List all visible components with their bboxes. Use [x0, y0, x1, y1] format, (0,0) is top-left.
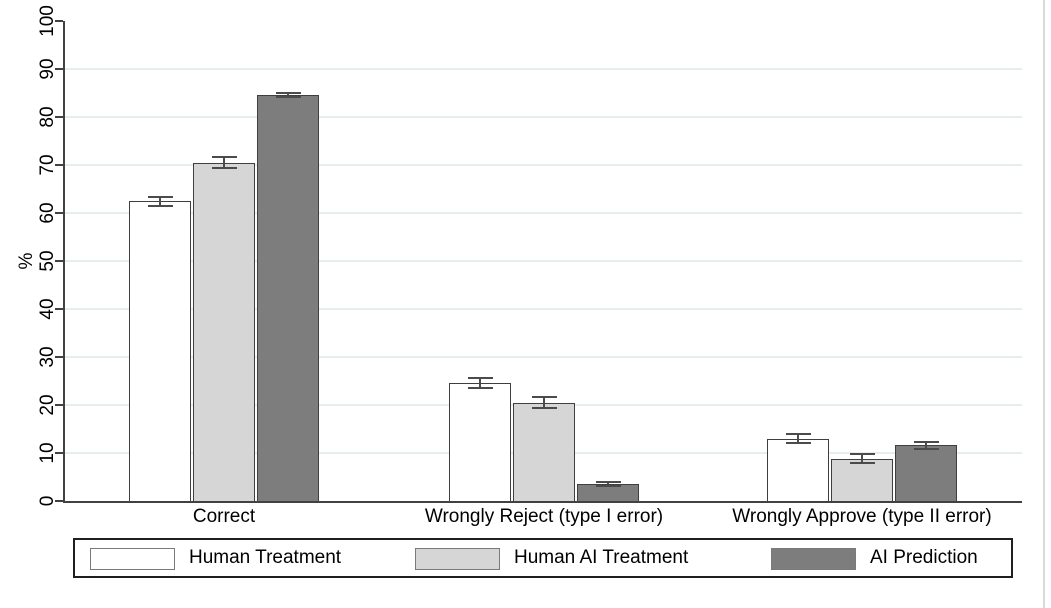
y-tick-label-20: 20	[37, 394, 58, 416]
error-bar-cap-top	[211, 155, 237, 158]
error-bar-cap-bottom	[913, 447, 939, 450]
y-tick-0	[55, 500, 63, 502]
y-tick-label-90: 90	[37, 58, 58, 80]
x-category-label-2: Wrongly Approve (type II error)	[732, 506, 992, 527]
bar-ai-prediction-0	[257, 94, 319, 502]
legend-swatch-human-ai-treatment	[415, 548, 500, 570]
bar-human-ai-treatment-1	[513, 402, 575, 502]
legend-swatch-human-treatment	[90, 548, 175, 570]
error-bar-stem	[159, 196, 161, 207]
error-bar-cap-top	[275, 91, 301, 94]
error-bar-stem	[543, 396, 545, 409]
error-bar-cap-bottom	[467, 386, 493, 389]
y-tick-50	[55, 260, 63, 262]
y-tick-label-10: 10	[37, 442, 58, 464]
y-tick-30	[55, 356, 63, 358]
legend: Human Treatment Human AI Treatment AI Pred…	[73, 538, 1013, 578]
error-bar-stem	[479, 378, 481, 388]
x-category-label-1: Wrongly Reject (type I error)	[424, 506, 664, 527]
error-bar-stem	[287, 92, 289, 98]
legend-label-ai-prediction: AI Prediction	[870, 547, 978, 568]
gridline-90	[63, 68, 1022, 70]
y-tick-label-80: 80	[37, 106, 58, 128]
error-bar-cap-bottom	[211, 167, 237, 170]
y-tick-70	[55, 164, 63, 166]
error-bar-stem	[861, 454, 863, 464]
gridline-60	[63, 212, 1022, 214]
gridline-30	[63, 356, 1022, 358]
error-bar-cap-top	[531, 395, 557, 398]
y-tick-20	[55, 404, 63, 406]
y-tick-label-60: 60	[37, 202, 58, 224]
y-tick-10	[55, 452, 63, 454]
y-tick-label-40: 40	[37, 298, 58, 320]
error-bar-stem	[607, 482, 609, 487]
y-tick-90	[55, 68, 63, 70]
bar-ai-prediction-2	[895, 445, 957, 502]
error-bar-stem	[925, 441, 927, 449]
bar-human-ai-treatment-2	[831, 458, 893, 502]
error-bar-cap-bottom	[785, 441, 811, 444]
gridline-40	[63, 308, 1022, 310]
error-bar-cap-bottom	[849, 462, 875, 465]
error-bar-cap-top	[913, 440, 939, 443]
y-tick-100	[55, 20, 63, 22]
error-bar-cap-top	[147, 195, 173, 198]
error-bar-cap-bottom	[147, 205, 173, 208]
bar-human-ai-treatment-0	[193, 162, 255, 502]
error-bar-stem	[797, 434, 799, 443]
y-tick-label-0: 0	[37, 495, 58, 507]
error-bar-cap-top	[849, 453, 875, 456]
x-axis-line	[63, 501, 1022, 503]
gridline-50	[63, 260, 1022, 262]
error-bar-cap-bottom	[595, 485, 621, 488]
legend-label-human-treatment: Human Treatment	[189, 547, 342, 568]
y-tick-60	[55, 212, 63, 214]
y-axis-title: %	[16, 252, 37, 270]
error-bar-cap-bottom	[275, 96, 301, 99]
bar-human-treatment-1	[449, 382, 511, 502]
y-tick-label-50: 50	[37, 250, 58, 272]
legend-label-human-ai-treatment: Human AI Treatment	[514, 547, 689, 568]
y-tick-label-70: 70	[37, 154, 58, 176]
gridline-70	[63, 164, 1022, 166]
y-axis-line	[63, 21, 65, 503]
bar-human-treatment-0	[129, 201, 191, 502]
bar-human-treatment-2	[767, 438, 829, 502]
error-bar-cap-bottom	[531, 407, 557, 410]
page-edge-line	[1043, 0, 1045, 608]
y-tick-label-100: 100	[37, 5, 58, 37]
legend-swatch-ai-prediction	[771, 548, 856, 570]
y-tick-40	[55, 308, 63, 310]
gridline-80	[63, 116, 1022, 118]
y-tick-label-30: 30	[37, 346, 58, 368]
error-bar-cap-top	[785, 433, 811, 436]
x-category-label-0: Correct	[192, 506, 256, 527]
error-bar-cap-top	[467, 377, 493, 380]
error-bar-stem	[223, 156, 225, 169]
y-tick-80	[55, 116, 63, 118]
error-bar-cap-top	[595, 481, 621, 484]
